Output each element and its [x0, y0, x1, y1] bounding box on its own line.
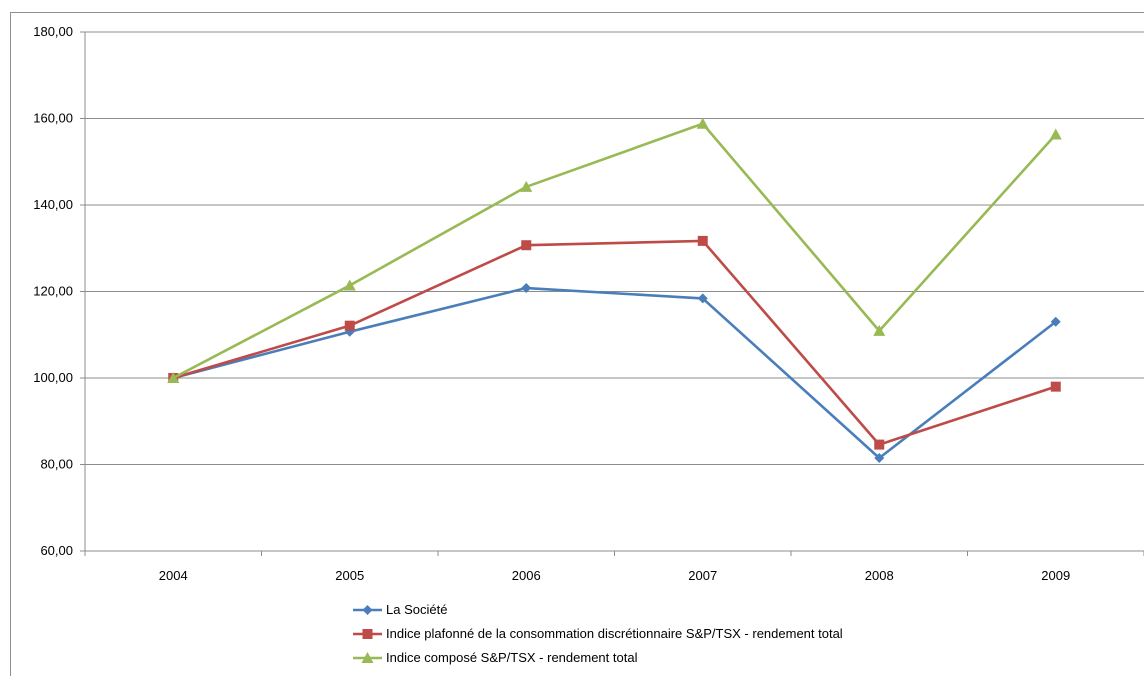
series-3 — [167, 117, 1062, 383]
y-tick-label: 140,00 — [33, 197, 73, 212]
data-point — [521, 283, 532, 294]
series-2 — [168, 235, 1061, 450]
legend: La Société Indice plafonné de la consomma… — [353, 602, 843, 665]
y-axis: 60,00 80,00 100,00 120,00 140,00 160,00 180,00 — [33, 24, 86, 558]
chart-frame — [10, 12, 1144, 676]
data-point — [521, 240, 532, 251]
data-point — [1049, 128, 1062, 140]
y-tick-label: 100,00 — [33, 370, 73, 385]
x-tick-label: 2004 — [159, 568, 188, 583]
series-group — [167, 117, 1062, 464]
x-tick-label: 2005 — [335, 568, 364, 583]
data-point — [697, 235, 708, 246]
data-point — [697, 293, 708, 304]
data-point — [344, 320, 355, 331]
y-tick-label: 60,00 — [40, 543, 73, 558]
y-tick-label: 80,00 — [40, 457, 73, 472]
data-point — [874, 453, 885, 464]
data-point — [1050, 381, 1061, 392]
y-tick-label: 160,00 — [33, 111, 73, 126]
legend-marker — [361, 652, 374, 663]
data-point — [696, 117, 709, 129]
x-tick-label: 2006 — [512, 568, 541, 583]
legend-entry: La Société — [353, 602, 447, 617]
data-point — [167, 372, 180, 383]
legend-marker — [362, 629, 373, 639]
data-point — [343, 279, 356, 291]
data-point — [520, 180, 533, 192]
legend-label: Indice composé S&P/TSX - rendement total — [386, 650, 638, 665]
data-point — [1050, 316, 1061, 327]
data-point — [873, 324, 886, 336]
y-tick-label: 120,00 — [33, 284, 73, 299]
x-tick-label: 2008 — [865, 568, 894, 583]
legend-entry: Indice composé S&P/TSX - rendement total — [353, 650, 638, 665]
legend-marker — [362, 605, 373, 615]
series-line — [172, 239, 1057, 446]
legend-label: La Société — [386, 602, 447, 617]
series-line — [172, 286, 1057, 460]
x-tick-label: 2007 — [688, 568, 717, 583]
series-line — [172, 122, 1057, 380]
legend-label: Indice plafonné de la consommation discr… — [386, 626, 843, 641]
y-tick-label: 180,00 — [33, 24, 73, 39]
x-axis: 2004 2005 2006 2007 2008 2009 — [84, 551, 1144, 583]
x-tick-label: 2009 — [1041, 568, 1070, 583]
data-point — [874, 439, 885, 450]
gridlines — [85, 31, 1144, 552]
legend-entry: Indice plafonné de la consommation discr… — [353, 626, 843, 641]
